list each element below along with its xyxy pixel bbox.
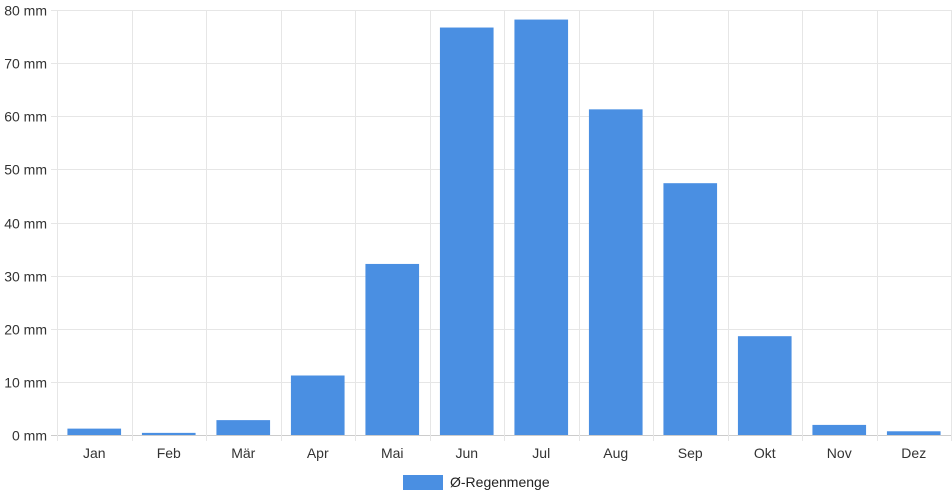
bar [812,424,867,435]
x-tick-label: Apr [307,445,329,461]
bars [67,19,941,435]
bar [141,432,196,435]
x-tick-label: Dez [901,445,926,461]
x-tick-label: Sep [678,445,703,461]
grid-lines [51,10,952,441]
y-tick-label: 40 mm [4,216,47,232]
legend-swatch[interactable] [403,475,443,490]
x-tick-label: Jun [455,445,478,461]
bar [290,375,345,435]
bar [216,420,271,435]
y-tick-label: 80 mm [4,3,47,19]
x-tick-label: Mär [231,445,255,461]
y-tick-label: 60 mm [4,109,47,125]
x-tick-label: Okt [754,445,776,461]
legend-label[interactable]: Ø-Regenmenge [450,474,550,490]
y-tick-label: 30 mm [4,269,47,285]
bar [663,183,718,435]
bar [588,109,643,435]
y-axis-ticks: 0 mm 10 mm 20 mm 30 mm 40 mm 50 mm 60 mm 70 mm 8… [4,3,47,444]
bar [737,336,792,435]
x-tick-label: Nov [827,445,852,461]
bar [514,19,569,435]
y-tick-label: 20 mm [4,322,47,338]
x-tick-label: Mai [381,445,404,461]
y-tick-label: 50 mm [4,162,47,178]
bar [365,263,420,435]
legend[interactable]: Ø-Regenmenge [403,474,550,490]
x-axis-ticks: Jan Feb Mär Apr Mai Jun Jul Aug Sep Okt Nov Dez [83,445,926,461]
y-tick-label: 10 mm [4,375,47,391]
x-tick-label: Feb [157,445,181,461]
x-tick-label: Aug [603,445,628,461]
y-tick-label: 70 mm [4,56,47,72]
bar [67,428,122,435]
bar [886,431,941,435]
x-tick-label: Jul [532,445,550,461]
y-tick-label: 0 mm [12,428,47,444]
bar [439,27,494,435]
x-tick-label: Jan [83,445,106,461]
